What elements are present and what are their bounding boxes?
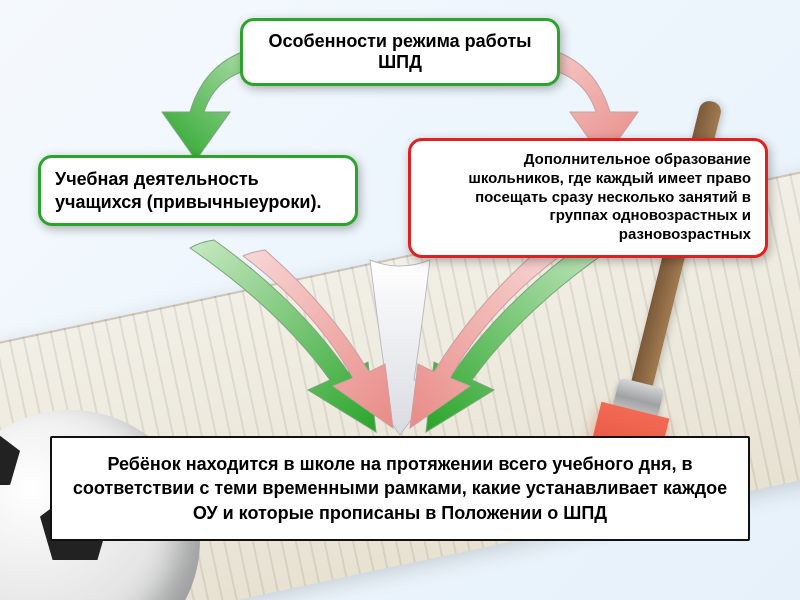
box-right: Дополнительное образование школьников, г…: [408, 138, 768, 258]
box-left: Учебная деятельность учащихся (привычные…: [38, 155, 358, 226]
arrow-right-red: [368, 250, 578, 450]
box-top-text: Особенности режима работы ШПД: [268, 31, 531, 72]
box-bottom-text: Ребёнок находится в школе на протяжении …: [73, 454, 727, 523]
box-right-text: Дополнительное образование школьников, г…: [468, 151, 751, 243]
box-top: Особенности режима работы ШПД: [240, 18, 560, 86]
box-bottom: Ребёнок находится в школе на протяжении …: [50, 436, 750, 541]
box-left-text: Учебная деятельность учащихся (привычные…: [55, 169, 321, 212]
